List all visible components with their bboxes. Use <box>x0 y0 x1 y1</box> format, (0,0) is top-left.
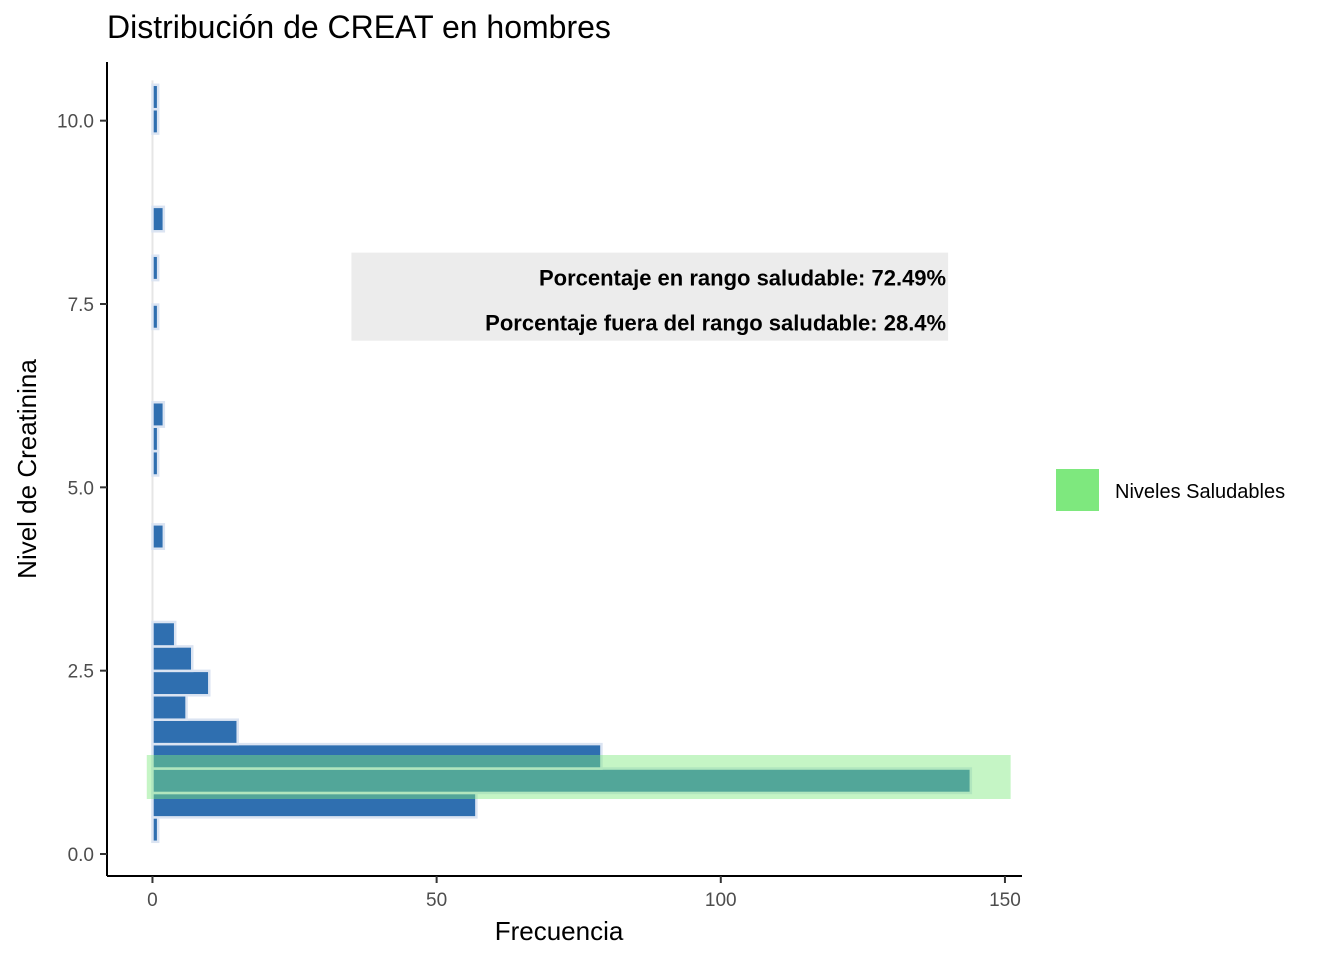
histogram-bar <box>151 669 211 697</box>
y-tick-label: 7.5 <box>68 295 94 316</box>
histogram-bar <box>151 620 177 648</box>
legend-label: Niveles Saludables <box>1115 481 1285 503</box>
x-tick-label: 100 <box>705 890 737 911</box>
histogram-bar <box>151 400 166 428</box>
histogram-bar <box>151 523 166 551</box>
y-axis-title: Nivel de Creatinina <box>12 359 42 579</box>
histogram-bar <box>151 107 160 135</box>
x-tick-label: 0 <box>147 890 158 911</box>
histogram-bar <box>151 254 160 282</box>
y-tick-label: 0.0 <box>68 845 94 866</box>
legend-swatch <box>1056 469 1099 511</box>
x-axis-title: Frecuencia <box>495 916 624 946</box>
histogram-bar <box>151 767 973 795</box>
annotation-text: Porcentaje en rango saludable: 72.49% <box>539 266 946 291</box>
y-tick-label: 10.0 <box>57 112 94 133</box>
axis-ticks: 0 50 100 150 0.0 2.5 5.0 7.5 10.0 <box>57 112 1021 911</box>
histogram-bar <box>151 742 603 770</box>
histogram-bar <box>151 791 478 819</box>
legend: Niveles Saludables <box>1056 469 1285 511</box>
annotation-text: Porcentaje fuera del rango saludable: 28… <box>485 311 946 336</box>
chart-title: Distribución de CREAT en hombres <box>107 9 611 45</box>
histogram-bar <box>151 205 166 233</box>
histogram-bar <box>151 425 160 453</box>
histogram-bar <box>151 694 188 721</box>
y-tick-label: 2.5 <box>68 662 94 683</box>
healthy-range-band <box>146 755 1011 799</box>
x-tick-label: 150 <box>989 890 1021 911</box>
histogram-bar <box>151 645 194 673</box>
histogram-bar <box>151 303 160 331</box>
annotation-box <box>351 252 949 341</box>
histogram-bar <box>151 816 160 844</box>
y-tick-label: 5.0 <box>68 478 94 499</box>
x-tick-label: 50 <box>426 890 447 911</box>
histogram-bar <box>151 449 160 477</box>
histogram-bar <box>151 83 160 111</box>
plot-area: Porcentaje en rango saludable: 72.49% Por… <box>146 80 1011 844</box>
histogram-bar <box>151 718 239 746</box>
